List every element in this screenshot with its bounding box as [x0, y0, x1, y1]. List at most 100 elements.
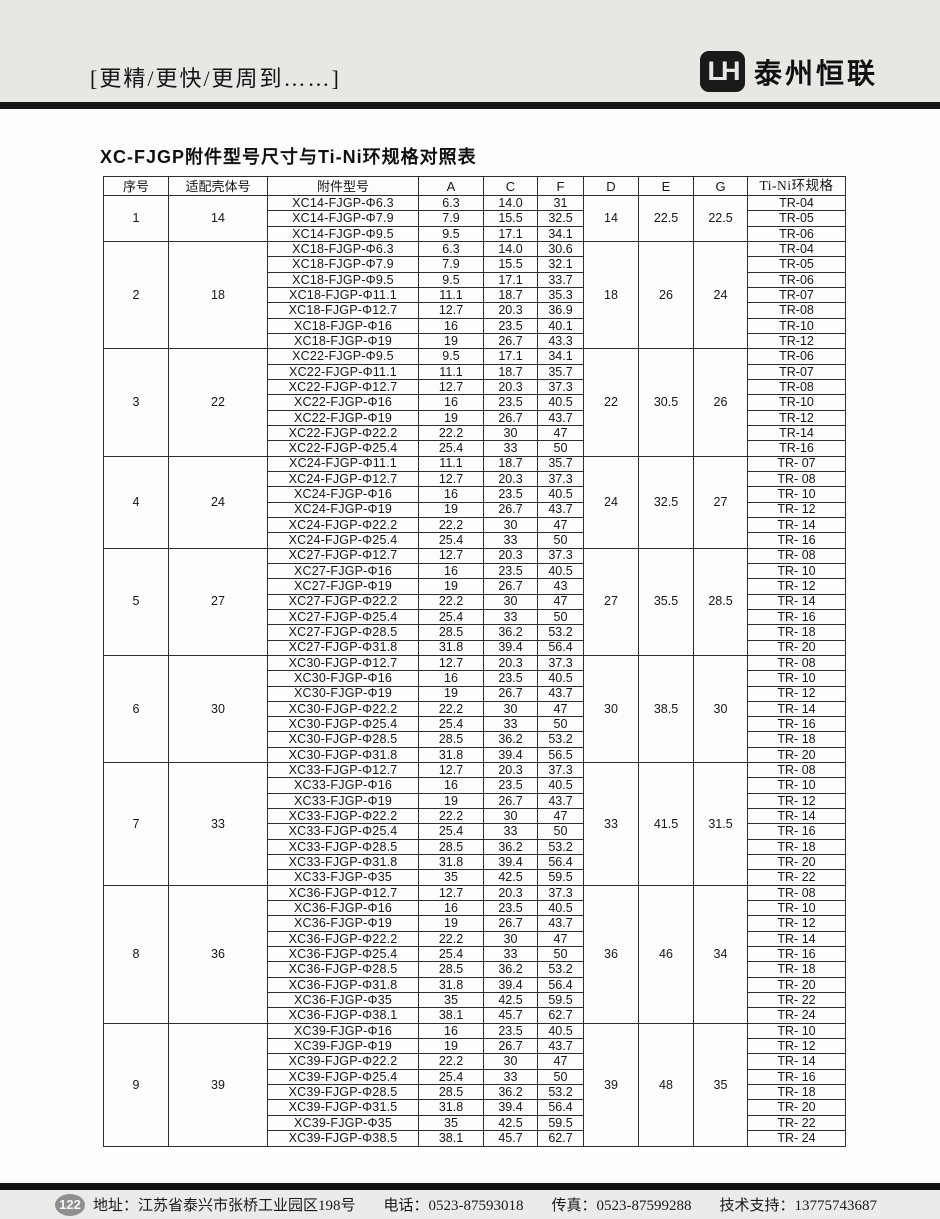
dim-c-cell: 30 — [483, 930, 538, 948]
dim-c-cell: 26.7 — [483, 501, 538, 518]
dim-d-cell: 24 — [583, 455, 639, 549]
tini-ring-cell: TR- 16 — [747, 716, 846, 733]
top-divider — [0, 102, 940, 109]
dim-f-cell: 43.7 — [537, 685, 584, 702]
tini-ring-cell: TR- 12 — [747, 792, 846, 810]
tini-ring-cell: TR-07 — [747, 286, 846, 304]
dim-f-cell: 40.5 — [537, 394, 584, 411]
dim-a-cell: 19 — [418, 501, 484, 518]
tini-ring-cell: TR- 08 — [747, 470, 846, 488]
model-cell: XC39-FJGP-Φ19 — [267, 1038, 419, 1055]
dim-f-cell: 43.7 — [537, 792, 584, 810]
dim-c-cell: 26.7 — [483, 685, 538, 702]
tini-ring-cell: TR- 14 — [747, 808, 846, 825]
dim-f-cell: 47 — [537, 593, 584, 610]
dim-c-cell: 30 — [483, 516, 538, 534]
table-row: 7 33 XC33-FJGP-Φ12.7 12.7 20.3 37.3 33 41.5 31.5… — [103, 762, 846, 886]
tini-ring-cell: TR-08 — [747, 302, 846, 319]
model-cell: XC27-FJGP-Φ25.4 — [267, 608, 419, 626]
tini-ring-cell: TR-16 — [747, 440, 846, 457]
dim-c-cell: 45.7 — [483, 1007, 538, 1024]
tini-ring-cell: TR- 12 — [747, 578, 846, 595]
shell-cell: 24 — [168, 455, 268, 549]
dim-c-cell: 23.5 — [483, 777, 538, 794]
dim-f-cell: 30.6 — [537, 240, 584, 258]
dim-c-cell: 26.7 — [483, 792, 538, 810]
dim-f-cell: 50 — [537, 946, 584, 963]
shell-cell: 18 — [168, 240, 268, 350]
dim-f-cell: 32.5 — [537, 210, 584, 227]
dim-f-cell: 50 — [537, 823, 584, 840]
seq-cell: 5 — [103, 547, 169, 656]
dim-c-cell: 36.2 — [483, 838, 538, 856]
dim-c-cell: 20.3 — [483, 302, 538, 319]
dim-c-cell: 15.5 — [483, 210, 538, 227]
tini-ring-cell: TR- 14 — [747, 700, 846, 718]
dim-f-cell: 40.5 — [537, 777, 584, 794]
company-logo: LH 泰州恒联 — [699, 51, 878, 92]
dim-a-cell: 19 — [418, 332, 484, 350]
tini-ring-cell: TR- 07 — [747, 455, 846, 472]
tini-ring-cell: TR- 14 — [747, 593, 846, 610]
model-cell: XC30-FJGP-Φ19 — [267, 685, 419, 702]
dim-a-cell: 7.9 — [418, 256, 484, 273]
dim-c-cell: 20.3 — [483, 654, 538, 672]
tini-ring-cell: TR-10 — [747, 394, 846, 411]
tini-ring-cell: TR-05 — [747, 256, 846, 273]
model-cell: XC18-FJGP-Φ9.5 — [267, 271, 419, 288]
model-cell: XC18-FJGP-Φ7.9 — [267, 256, 419, 273]
dim-f-cell: 40.5 — [537, 670, 584, 687]
table-row: XC30-FJGP-Φ22.2 22.2 30 47 TR- 14 — [104, 700, 846, 718]
spec-table: 序号 适配壳体号 附件型号 A C F D E G Ti-Ni环规格 1 14 XC14-FJGP-Φ… — [103, 176, 846, 1148]
tini-ring-cell: TR- 18 — [747, 838, 846, 856]
table-row: XC30-FJGP-Φ31.8 31.8 39.4 56.5 TR- 20 — [104, 746, 846, 764]
dim-f-cell: 47 — [537, 700, 584, 718]
column-header: E — [638, 176, 694, 196]
dim-c-cell: 23.5 — [483, 670, 538, 687]
column-header: Ti-Ni环规格 — [747, 176, 846, 196]
shell-cell: 30 — [168, 654, 268, 764]
tini-ring-cell: TR-06 — [747, 348, 846, 365]
dim-d-cell: 39 — [583, 1022, 639, 1148]
tini-ring-cell: TR-04 — [747, 194, 846, 212]
dim-f-cell: 40.5 — [537, 900, 584, 917]
dim-f-cell: 43.7 — [537, 409, 584, 426]
tini-ring-cell: TR-06 — [747, 271, 846, 288]
model-cell: XC30-FJGP-Φ31.8 — [267, 746, 419, 764]
dim-a-cell: 12.7 — [418, 302, 484, 319]
model-cell: XC24-FJGP-Φ16 — [267, 486, 419, 503]
model-cell: XC24-FJGP-Φ12.7 — [267, 470, 419, 488]
table-row: XC22-FJGP-Φ12.7 12.7 20.3 37.3 TR-08 — [104, 378, 846, 396]
dim-c-cell: 30 — [483, 424, 538, 442]
dim-c-cell: 20.3 — [483, 884, 538, 902]
dim-f-cell: 35.3 — [537, 286, 584, 304]
dim-c-cell: 20.3 — [483, 378, 538, 396]
tini-ring-cell: TR- 16 — [747, 608, 846, 626]
dim-f-cell: 50 — [537, 532, 584, 549]
tini-ring-cell: TR-07 — [747, 363, 846, 380]
model-cell: XC30-FJGP-Φ12.7 — [267, 654, 419, 672]
dim-c-cell: 23.5 — [483, 317, 538, 334]
tini-ring-cell: TR- 10 — [747, 486, 846, 503]
seq-cell: 2 — [103, 240, 169, 350]
model-cell: XC24-FJGP-Φ19 — [267, 501, 419, 518]
tini-ring-cell: TR- 08 — [747, 547, 846, 564]
model-cell: XC36-FJGP-Φ28.5 — [267, 961, 419, 978]
dim-c-cell: 33 — [483, 716, 538, 733]
table-row: XC18-FJGP-Φ19 19 26.7 43.3 TR-12 — [104, 332, 846, 350]
table-header: 序号 适配壳体号 附件型号 A C F D E G Ti-Ni环规格 — [103, 176, 846, 196]
dim-f-cell: 47 — [537, 808, 584, 825]
table-row: XC36-FJGP-Φ38.1 38.1 45.7 62.7 TR- 24 — [104, 1007, 846, 1024]
table-row: XC39-FJGP-Φ38.5 38.1 45.7 62.7 TR- 24 — [104, 1130, 846, 1147]
dim-c-cell: 17.1 — [483, 348, 538, 365]
dim-a-cell: 9.5 — [418, 271, 484, 288]
table-row: 4 24 XC24-FJGP-Φ11.1 11.1 18.7 35.7 24 32.5 27 TR… — [103, 455, 846, 549]
dim-g-cell: 26 — [693, 348, 748, 457]
model-cell: XC36-FJGP-Φ19 — [267, 915, 419, 932]
dim-f-cell: 47 — [537, 930, 584, 948]
model-cell: XC22-FJGP-Φ11.1 — [267, 363, 419, 380]
tini-ring-cell: TR-10 — [747, 317, 846, 334]
dim-c-cell: 36.2 — [483, 624, 538, 641]
tini-ring-cell: TR-05 — [747, 210, 846, 227]
seq-cell: 7 — [103, 762, 169, 886]
